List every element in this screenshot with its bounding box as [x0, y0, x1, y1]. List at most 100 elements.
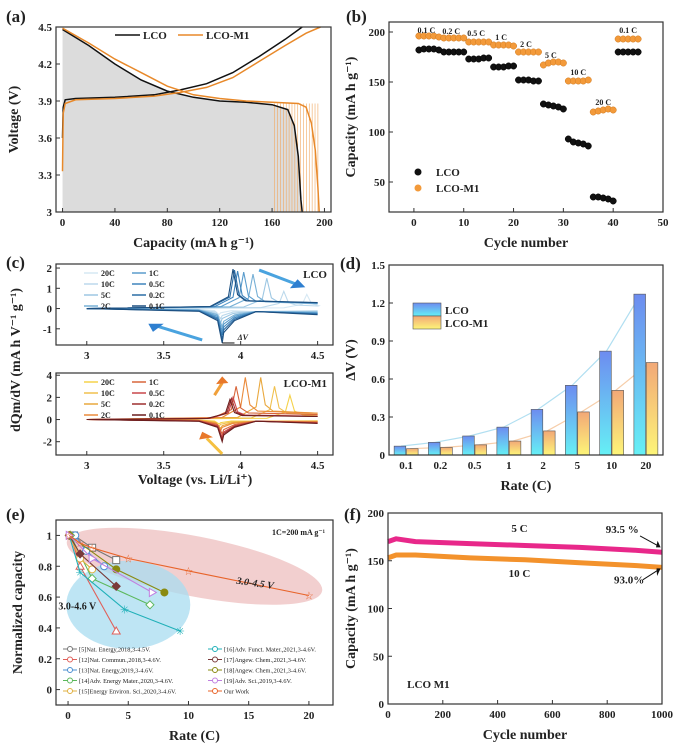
panel-e-ytick-label: 0.2	[38, 654, 52, 666]
delta-v-label: ΔV	[237, 333, 249, 342]
series-line	[68, 534, 310, 597]
panel-e: ✳✳✳✳☆☆☆☆☆☆1C=200 mA g⁻¹3.0-4.5 V3.0-4.6 …	[11, 519, 334, 744]
panel-a-ytick-label: 3.3	[38, 170, 52, 182]
bar-lco-m1	[406, 448, 419, 456]
panel-c-1-ytick-label: 0	[47, 415, 53, 427]
panel-b-xtick-label: 40	[608, 217, 620, 229]
marker: ☆	[64, 530, 74, 542]
panel-b-xtick-label: 20	[508, 217, 520, 229]
legend-label-1C: 1C	[149, 378, 159, 387]
rate-label: 5 C	[545, 51, 557, 60]
series-lco-charge	[61, 26, 303, 139]
legend-label-10C: 10C	[101, 389, 115, 398]
legend-label: [18]Angew. Chem.,2021,3-4.6V.	[224, 668, 307, 675]
cv-oxidation-20C	[86, 293, 321, 310]
series-lco-discharge	[62, 28, 303, 213]
rate-label: 0.1 C	[619, 26, 637, 35]
marker: ✳	[120, 604, 129, 616]
panel-a-xtick-label: 80	[162, 217, 174, 229]
legend-marker	[67, 667, 73, 673]
panel-d-xtick-label: 0.1	[399, 460, 413, 472]
legend-label: [14]Adv. Energy Mater.,2020,3-4.6V.	[79, 678, 174, 685]
legend-label-2C: 2C	[101, 411, 111, 420]
label-10c: 10 C	[509, 568, 531, 580]
panel-b-ytick-label: 50	[374, 177, 386, 189]
region-label-4.6: 3.0-4.6 V	[58, 601, 97, 612]
point-lco-m1	[460, 34, 468, 42]
panel-f-ytick-label: 50	[373, 651, 385, 663]
panel-e-ytick-label: 0.6	[38, 592, 52, 604]
legend-marker	[67, 688, 73, 694]
panel-f-xtick-label: 600	[544, 709, 561, 721]
shift-arrow-icon	[258, 268, 300, 287]
panel-label: (b)	[346, 7, 367, 26]
point-lco	[535, 77, 542, 85]
panel-a-ytick-label: 3.6	[38, 133, 52, 145]
shift-arrow-icon	[213, 382, 224, 396]
sample-label: LCO M1	[407, 679, 449, 691]
series-10c	[387, 552, 663, 570]
marker: ☆	[184, 566, 194, 578]
bar-lco-m1	[440, 447, 453, 456]
lco-area	[62, 29, 303, 212]
panel-d-xtick-label: 2	[540, 460, 546, 472]
legend-label: [16]Adv. Funct. Mater.,2021,3-4.6V.	[224, 647, 316, 654]
region-3.0-4.6	[66, 560, 191, 649]
legend-label-0.1C: 0.1C	[149, 302, 165, 311]
panel-f-xtick-label: 1000	[651, 709, 674, 721]
cv-oxidation-1C	[86, 386, 318, 421]
marker: ✳	[175, 626, 184, 638]
shift-arrow-icon	[155, 324, 203, 342]
bar-lco-m1	[577, 411, 590, 456]
marker	[111, 625, 122, 635]
bar-lco	[496, 426, 509, 456]
bar-lco	[599, 350, 612, 456]
panel-f-xtick-label: 800	[599, 709, 616, 721]
panel-e-xtick-label: 5	[126, 710, 132, 722]
point-lco	[485, 54, 493, 62]
panel-d-xtick-label: 5	[575, 460, 581, 472]
series-5c	[387, 536, 663, 555]
series-lco-m1-discharge	[62, 27, 320, 213]
panel-f-xlabel: Cycle number	[483, 728, 567, 743]
bar-lco	[565, 385, 578, 456]
panel-d-ytick-label: 0.3	[371, 412, 385, 424]
retention-5c: 93.5 %	[606, 524, 639, 536]
panel-c-1-ytick-label: 2	[47, 392, 53, 404]
legend-label-5C: 5C	[101, 291, 111, 300]
legend-label-lco-m1: LCO-M1	[445, 318, 488, 330]
panel-d-ytick-label: 0	[380, 450, 386, 462]
panel-d-ytick-label: 1.5	[371, 260, 385, 272]
series-lco-m1-charge	[61, 26, 321, 172]
bar-lco	[633, 293, 646, 456]
legend-marker	[212, 688, 218, 694]
point-lco	[609, 197, 617, 205]
legend-label-1C: 1C	[149, 269, 159, 278]
bar-lco	[428, 442, 441, 456]
panel-c-1-xtick-label: 4	[238, 460, 244, 472]
panel-f-xtick-label: 400	[489, 709, 506, 721]
legend-label-0.2C: 0.2C	[149, 400, 165, 409]
panel-f-ytick-label: 100	[368, 604, 385, 616]
panel-d: 0.1 0.2 0.5 1 2 5 10 20 0 0.3 0.6 0.9 1.2 1.5 Rate (C)…	[344, 260, 664, 494]
panel-a: 0 40 80 120 160 200 3 3.3 3.6 3.9 4.2 4.5 Capacity (…	[7, 22, 333, 251]
rate-label: 0.5 C	[467, 29, 485, 38]
panel-label: (e)	[6, 505, 25, 524]
panel-c-1-frame	[55, 372, 334, 456]
panel-c-0-ytick-label: 0	[47, 304, 53, 316]
legend-label: Our Work	[224, 689, 250, 696]
panel-d-xtick-label: 0.2	[434, 460, 448, 472]
panel-e-frame	[55, 519, 334, 706]
panel-b-ylabel: Capacity (mA h g⁻¹)	[344, 56, 359, 177]
legend-swatch-lco-m1	[412, 315, 442, 330]
panel-a-xtick-label: 200	[316, 217, 333, 229]
cv-oxidation-10C	[86, 386, 318, 421]
legend-label-lco: LCO	[143, 30, 167, 42]
legend-swatch-lco	[412, 302, 442, 317]
panel-c-ylabel: dQm/dV (mA h V⁻¹ g⁻¹)	[9, 288, 24, 432]
panel-c-0-ytick-label: -1	[43, 324, 52, 336]
panel-b-ytick-label: 100	[369, 127, 386, 139]
panel-a-ytick-label: 3.9	[38, 96, 52, 108]
panel-c-1-xtick-label: 3	[84, 460, 90, 472]
